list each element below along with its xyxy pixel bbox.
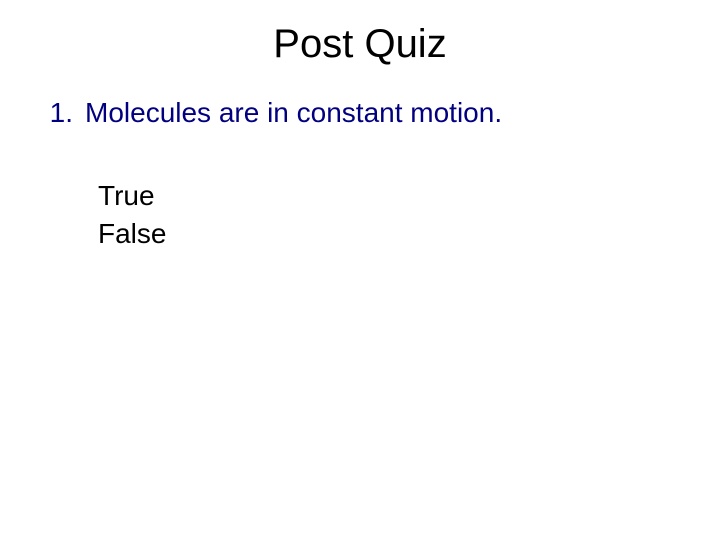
- question-number: 1.: [30, 97, 85, 129]
- slide: Post Quiz 1. Molecules are in constant m…: [0, 0, 720, 540]
- question-row: 1. Molecules are in constant motion.: [0, 97, 720, 129]
- options-block: True False: [0, 129, 720, 253]
- question-text: Molecules are in constant motion.: [85, 97, 502, 129]
- slide-title: Post Quiz: [0, 0, 720, 97]
- option-false[interactable]: False: [98, 215, 720, 253]
- option-true[interactable]: True: [98, 177, 720, 215]
